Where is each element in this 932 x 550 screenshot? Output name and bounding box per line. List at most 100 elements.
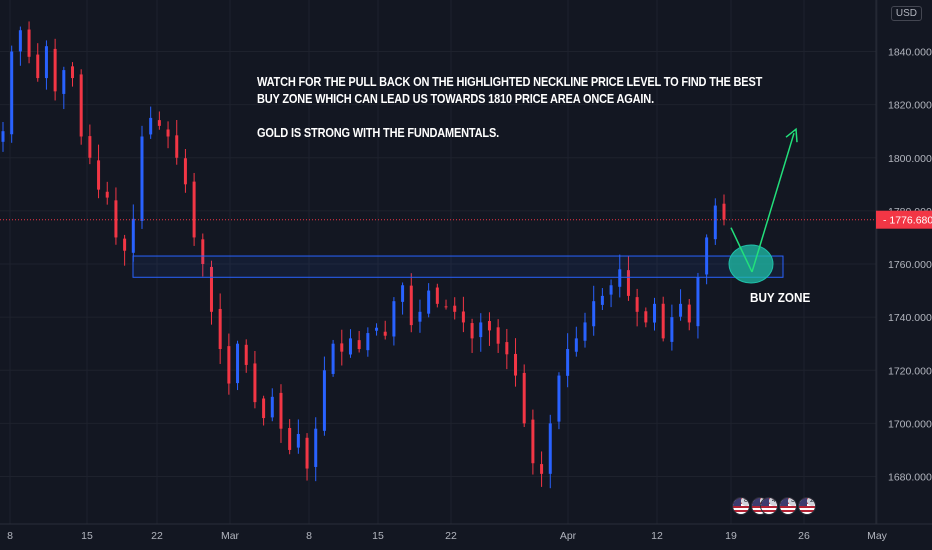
candle-body: [496, 327, 500, 344]
candle-body: [192, 181, 196, 238]
candle-body: [600, 295, 604, 305]
y-tick-label: 1720.000: [888, 365, 932, 377]
candle-body: [123, 238, 127, 251]
candle-body: [79, 74, 83, 137]
candle-body: [10, 51, 14, 135]
candle-body: [722, 203, 726, 220]
candle-body: [70, 66, 74, 79]
candle-body: [618, 269, 622, 287]
candle-body: [253, 363, 257, 403]
candle-body: [679, 303, 683, 317]
candle-body: [653, 303, 657, 323]
candle-body: [444, 306, 448, 308]
candle-body: [209, 266, 213, 312]
x-tick-label: 15: [81, 530, 93, 542]
candle-body: [357, 340, 361, 349]
x-tick-label: 19: [725, 530, 737, 542]
candle-body: [522, 372, 526, 424]
x-tick-label: 12: [651, 530, 663, 542]
economic-events-badge[interactable]: 4 3 2: [760, 497, 816, 519]
candle-body: [270, 396, 274, 418]
candle-body: [696, 277, 700, 327]
x-tick-label: 8: [7, 530, 13, 542]
candle-body: [340, 343, 344, 352]
candle-body: [461, 311, 465, 323]
candle-body: [661, 303, 665, 339]
x-tick-label: May: [867, 530, 888, 542]
candle-body: [383, 331, 387, 336]
x-tick-label: 8: [306, 530, 312, 542]
candle-body: [44, 46, 48, 79]
candle-body: [401, 285, 405, 302]
candle-body: [131, 218, 135, 253]
candle-body: [348, 338, 352, 355]
x-tick-label: 22: [151, 530, 163, 542]
buy-zone-label: BUY ZONE: [750, 290, 811, 305]
candle-body: [574, 338, 578, 352]
y-tick-label: 1820.000: [888, 100, 932, 112]
candle-body: [157, 120, 161, 126]
projection-up-leg: [751, 132, 795, 273]
current-price-label: - 1776.680: [883, 215, 932, 227]
candle-body: [288, 427, 292, 450]
candle-body: [626, 270, 630, 296]
candle-body: [531, 419, 535, 464]
candle-body: [392, 301, 396, 337]
candle-body: [635, 297, 639, 312]
annotation-line-1: WATCH FOR THE PULL BACK ON THE HIGHLIGHT…: [257, 75, 763, 89]
candle-body: [53, 48, 57, 92]
us-flag-icon: 8: [732, 497, 750, 515]
candle-body: [175, 135, 179, 158]
candle-body: [687, 304, 691, 323]
annotation-line-2: BUY ZONE WHICH CAN LEAD US TOWARDS 1810 …: [257, 92, 654, 106]
y-tick-label: 1740.000: [888, 312, 932, 324]
neckline-zone: [132, 255, 784, 278]
event-count: 2: [807, 498, 815, 506]
x-tick-label: Apr: [560, 530, 577, 542]
y-tick-label: 1700.000: [888, 418, 932, 430]
candle-body: [592, 301, 596, 327]
y-tick-label: 1760.000: [888, 259, 932, 271]
candle-body: [435, 287, 439, 304]
candle-body: [262, 398, 266, 419]
candle-body: [305, 437, 309, 469]
us-flag-icon: 2: [798, 497, 816, 515]
candle-body: [540, 464, 544, 474]
candle-body: [409, 285, 413, 326]
candle-body: [244, 344, 248, 365]
candle-body: [644, 311, 648, 323]
candle-body: [279, 392, 283, 429]
us-flag-icon: 4: [760, 497, 778, 515]
candle-body: [62, 70, 66, 94]
event-count: 4: [769, 498, 777, 506]
candle-body: [670, 317, 674, 342]
current-price-tag: [876, 210, 932, 229]
candle-body: [27, 29, 31, 57]
event-count: 3: [788, 498, 796, 506]
candle-body: [88, 136, 92, 158]
buy-zone-circle: [728, 244, 774, 284]
candle-body: [505, 342, 509, 355]
x-tick-label: Mar: [221, 530, 240, 542]
y-tick-label: 1840.000: [888, 47, 932, 59]
candle-body: [322, 370, 326, 431]
currency-badge[interactable]: USD: [890, 6, 922, 21]
candle-body: [427, 290, 431, 314]
candle-body: [331, 343, 335, 374]
candle-body: [418, 311, 422, 322]
candle-body: [583, 322, 587, 341]
candle-body: [487, 321, 491, 331]
candle-body: [470, 323, 474, 339]
candle-body: [1, 131, 5, 142]
candle-body: [479, 322, 483, 338]
candle-body: [114, 200, 118, 238]
x-tick-label: 26: [798, 530, 810, 542]
candle-body: [314, 428, 318, 467]
candle-body: [166, 129, 170, 137]
candle-body: [149, 117, 153, 135]
candle-body: [18, 30, 22, 52]
candle-body: [548, 423, 552, 474]
us-flag-icon: 3: [779, 497, 797, 515]
candle-body: [514, 353, 518, 376]
